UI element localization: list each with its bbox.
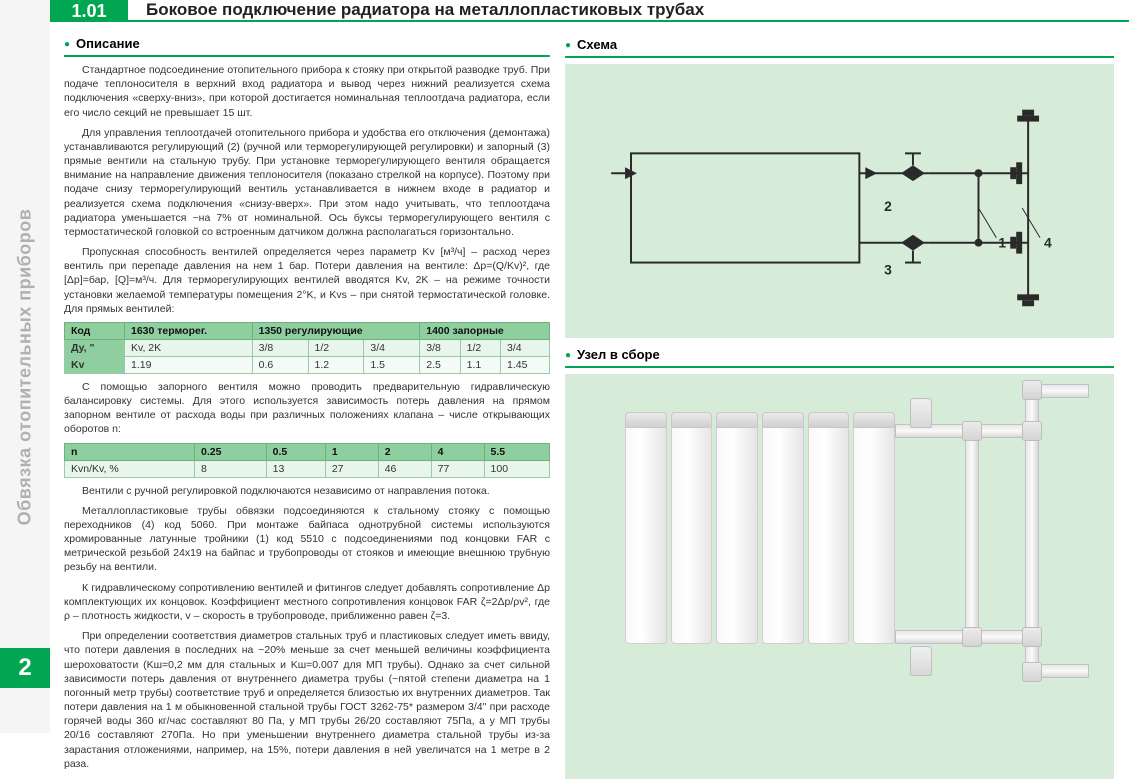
td: 1.19 [125, 356, 253, 373]
radiator-section [808, 424, 850, 644]
td: 77 [431, 460, 484, 477]
schema-label-1: 1 [998, 235, 1006, 251]
td: 1.5 [364, 356, 420, 373]
pipe-bypass [965, 438, 979, 630]
radiator-section [716, 424, 758, 644]
paragraph: С помощью запорного вентиля можно провод… [64, 380, 550, 437]
paragraph: Для управления теплоотдачей отопительног… [64, 126, 550, 239]
assembly-panel: Узел в сборе [564, 346, 1115, 777]
description-column: Описание Стандартное подсоединение отопи… [50, 36, 550, 777]
schema-label-2: 2 [884, 198, 892, 214]
page: Обвязка отопительных приборов 2 1.01 Бок… [0, 0, 1129, 733]
paragraph: Пропускная способность вентилей определя… [64, 245, 550, 316]
main: 1.01 Боковое подключение радиатора на ме… [50, 0, 1129, 733]
td: 2.5 [420, 356, 460, 373]
td: Kv, 2K [125, 339, 253, 356]
th: 4 [431, 443, 484, 460]
td: Ду, " [65, 339, 125, 356]
pipe-riser-top-exit [1039, 384, 1089, 398]
th: 0.5 [266, 443, 325, 460]
valve-2-icon [901, 153, 925, 181]
paragraph: При определении соответствия диаметров с… [64, 629, 550, 771]
valve-3-icon [901, 235, 925, 263]
valve-top-knob [910, 398, 932, 428]
th: 1630 терморег. [125, 322, 253, 339]
td: 27 [325, 460, 378, 477]
schema-label-3: 3 [884, 261, 892, 277]
paragraph: К гидравлическому сопротивлению вентилей… [64, 581, 550, 624]
th: 0.25 [194, 443, 266, 460]
balance-table: n 0.25 0.5 1 2 4 5.5 Kvn/Kv, % [64, 443, 550, 478]
tee-bottom [962, 627, 982, 647]
td: 1.1 [460, 356, 500, 373]
radiator-section [625, 424, 667, 644]
header: 1.01 Боковое подключение радиатора на ме… [50, 0, 1129, 22]
th: 1350 регулирующие [252, 322, 420, 339]
th: n [65, 443, 195, 460]
adapter-bottom [1022, 627, 1042, 647]
td: 1.45 [501, 356, 550, 373]
riser-elbow-top [1022, 380, 1042, 400]
th: 1400 запорные [420, 322, 550, 339]
radiator [625, 424, 895, 644]
sidebar: Обвязка отопительных приборов 2 [0, 0, 50, 733]
pipe-bottom [895, 630, 1025, 644]
section-title-assembly: Узел в сборе [565, 347, 1114, 362]
td: 46 [378, 460, 431, 477]
schema-svg: 2 3 1 4 [565, 64, 1114, 338]
radiator-rect [631, 153, 859, 262]
td: 1/2 [308, 339, 364, 356]
radiator-section [853, 424, 895, 644]
td: Kvn/Kv, % [65, 460, 195, 477]
content-row: Описание Стандартное подсоединение отопи… [50, 22, 1129, 777]
td: 0.6 [252, 356, 308, 373]
tee-top [962, 421, 982, 441]
flow-arrow-icon [865, 167, 877, 179]
td: 13 [266, 460, 325, 477]
riser-top-fitting-icon [1017, 110, 1039, 122]
pipe-riser-bottom-exit [1039, 664, 1089, 678]
adapter-top [1022, 421, 1042, 441]
paragraph: Вентили с ручной регулировкой подключают… [64, 484, 550, 498]
td: 8 [194, 460, 266, 477]
divider [565, 56, 1114, 58]
page-number: 2 [0, 648, 50, 688]
td: 3/4 [364, 339, 420, 356]
td: 1.2 [308, 356, 364, 373]
td: 3/4 [501, 339, 550, 356]
header-section-number: 1.01 [50, 0, 128, 22]
th: 2 [378, 443, 431, 460]
td: 1/2 [460, 339, 500, 356]
radiator-section [671, 424, 713, 644]
diagram-column: Схема [564, 36, 1129, 777]
valve-table: Код 1630 терморег. 1350 регулирующие 140… [64, 322, 550, 374]
adapter-4-bottom-icon [1010, 232, 1022, 254]
divider [64, 55, 550, 57]
schema-panel: Схема [564, 36, 1115, 336]
td: 3/8 [252, 339, 308, 356]
riser-elbow-bottom [1022, 662, 1042, 682]
th: 1 [325, 443, 378, 460]
radiator-section [762, 424, 804, 644]
header-title: Боковое подключение радиатора на металло… [128, 0, 1129, 22]
description-body: Стандартное подсоединение отопительного … [64, 63, 550, 771]
td: 3/8 [420, 339, 460, 356]
th: 5.5 [484, 443, 549, 460]
section-title-description: Описание [64, 36, 550, 51]
sidebar-category-label: Обвязка отопительных приборов [15, 208, 36, 525]
schema-label-4: 4 [1044, 235, 1052, 251]
schema-canvas: 2 3 1 4 [565, 64, 1114, 338]
paragraph: Металлопластиковые трубы обвязки подсоед… [64, 504, 550, 575]
paragraph: Стандартное подсоединение отопительного … [64, 63, 550, 120]
th: Код [65, 322, 125, 339]
divider [565, 366, 1114, 368]
td: 100 [484, 460, 549, 477]
assembly-canvas [565, 374, 1114, 779]
valve-bottom-knob [910, 646, 932, 676]
section-title-schema: Схема [565, 37, 1114, 52]
td: Kv [65, 356, 125, 373]
adapter-4-top-icon [1010, 162, 1022, 184]
riser-bottom-fitting-icon [1017, 294, 1039, 306]
assembly-illustration [565, 374, 1114, 779]
